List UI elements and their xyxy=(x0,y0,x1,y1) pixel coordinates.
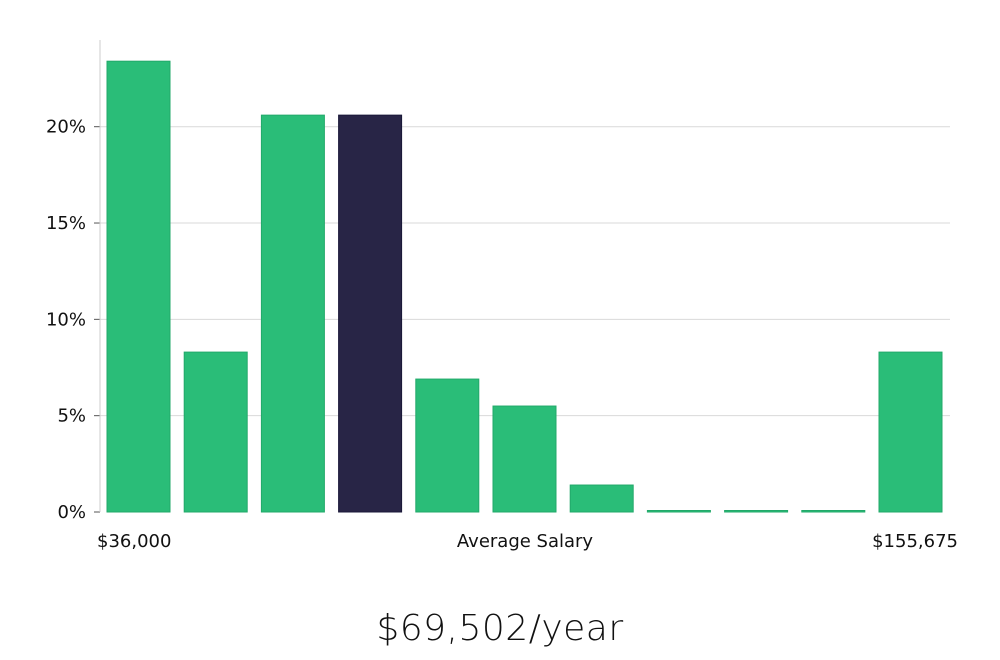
salary-histogram: 0% 5% 10% 15% 20% $36,000 Average Salary $15… xyxy=(46,40,958,552)
bar xyxy=(724,510,789,513)
y-axis-ticks: 0% 5% 10% 15% 20% xyxy=(46,117,100,523)
y-tick-label: 10% xyxy=(46,309,86,330)
x-axis-title: Average Salary xyxy=(457,531,594,552)
bar xyxy=(801,510,866,513)
bar xyxy=(492,405,557,513)
bar xyxy=(106,60,171,513)
x-max-label: $155,675 xyxy=(872,531,958,552)
bar xyxy=(569,484,634,513)
bars xyxy=(106,60,943,513)
y-tick-label: 5% xyxy=(57,406,86,427)
y-tick-label: 20% xyxy=(46,117,86,138)
bar xyxy=(415,378,480,513)
x-min-label: $36,000 xyxy=(97,531,171,552)
average-salary-value: $69,502/year xyxy=(376,608,624,649)
y-tick-label: 15% xyxy=(46,213,86,234)
bar xyxy=(878,351,943,513)
bar xyxy=(260,114,325,513)
bar xyxy=(646,510,711,513)
y-tick-label: 0% xyxy=(57,502,86,523)
histogram-plot: 0% 5% 10% 15% 20% $36,000 Average Salary $15… xyxy=(46,40,958,552)
bar xyxy=(183,351,248,513)
bar-highlighted xyxy=(338,114,403,513)
